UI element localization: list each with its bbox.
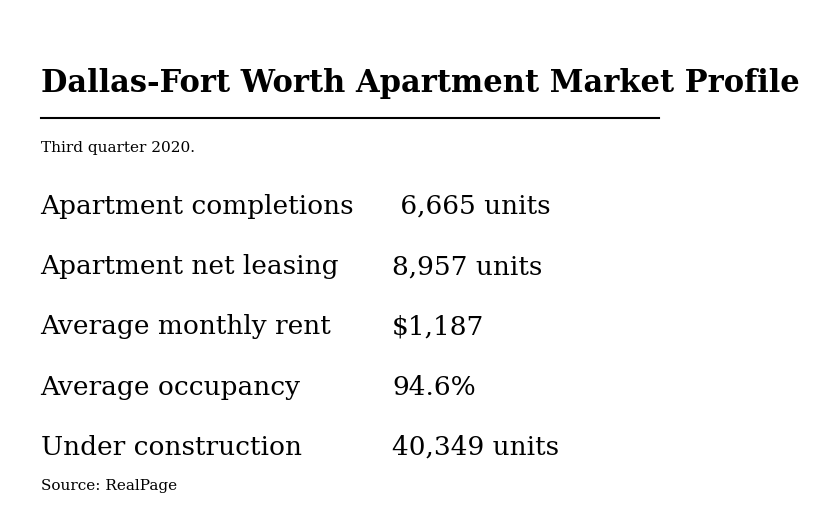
Text: 94.6%: 94.6% bbox=[392, 375, 476, 400]
Text: 6,665 units: 6,665 units bbox=[392, 194, 550, 219]
Text: Third quarter 2020.: Third quarter 2020. bbox=[41, 141, 194, 156]
Text: $1,187: $1,187 bbox=[392, 314, 485, 340]
Text: 40,349 units: 40,349 units bbox=[392, 435, 559, 460]
Text: Under construction: Under construction bbox=[41, 435, 301, 460]
Text: 8,957 units: 8,957 units bbox=[392, 254, 542, 279]
Text: Apartment net leasing: Apartment net leasing bbox=[41, 254, 339, 279]
Text: Average monthly rent: Average monthly rent bbox=[41, 314, 331, 340]
Text: Average occupancy: Average occupancy bbox=[41, 375, 300, 400]
Text: Source: RealPage: Source: RealPage bbox=[41, 478, 177, 493]
Text: Dallas-Fort Worth Apartment Market Profile: Dallas-Fort Worth Apartment Market Profi… bbox=[41, 68, 799, 99]
Text: Apartment completions: Apartment completions bbox=[41, 194, 354, 219]
